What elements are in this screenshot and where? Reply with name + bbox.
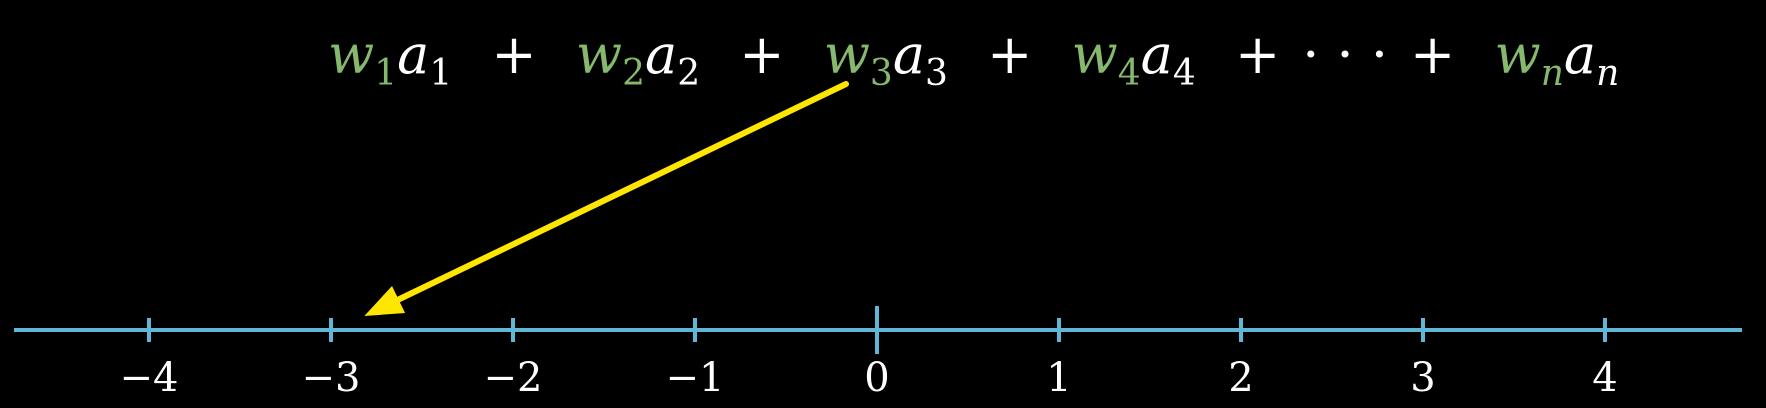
tick-label: 1: [1046, 355, 1071, 401]
tick-label: −4: [120, 355, 179, 401]
ellipsis: · · ·: [1302, 23, 1389, 86]
tick-label: −2: [484, 355, 543, 401]
term-4: w4a4: [1054, 23, 1213, 94]
tick-label: −1: [666, 355, 725, 401]
weighted-sum-formula: w1a1 + w2a2 + w3a3 + w4a4 + · · · + wnan: [328, 10, 1619, 100]
plus-sign: +: [1410, 23, 1456, 86]
activation-symbol: an: [1563, 23, 1620, 94]
term-3: w3a3: [807, 23, 966, 94]
weight-symbol: w2: [575, 23, 645, 94]
weight-symbol: wn: [1494, 23, 1564, 94]
tick-label: 4: [1592, 355, 1617, 401]
pointer-arrow-head: [364, 285, 406, 316]
weight-symbol: w1: [328, 23, 398, 94]
activation-symbol: a3: [892, 23, 948, 94]
term-n: wnan: [1477, 23, 1620, 94]
activation-symbol: a2: [644, 23, 701, 94]
activation-symbol: a4: [1140, 23, 1196, 94]
term-1: w1a1: [328, 23, 469, 94]
weight-symbol: w4: [1071, 23, 1141, 94]
weight-symbol: w3: [823, 23, 893, 94]
tick-label: 3: [1410, 355, 1435, 401]
tick-label: 0: [864, 355, 889, 401]
plus-sign: +: [1234, 23, 1281, 86]
pointer-arrow-shaft: [391, 81, 849, 305]
tick-label: 2: [1228, 355, 1253, 401]
plus-sign: +: [739, 23, 785, 86]
number-line-labels: −4 −3 −2 −1 0 1 2 3 4: [120, 355, 1618, 401]
activation-symbol: a1: [397, 23, 453, 94]
term-2: w2a2: [559, 23, 718, 94]
tick-label: −3: [302, 355, 361, 401]
plus-sign: +: [987, 23, 1033, 86]
number-line-ticks: [147, 306, 1607, 354]
plus-sign: +: [491, 23, 537, 86]
